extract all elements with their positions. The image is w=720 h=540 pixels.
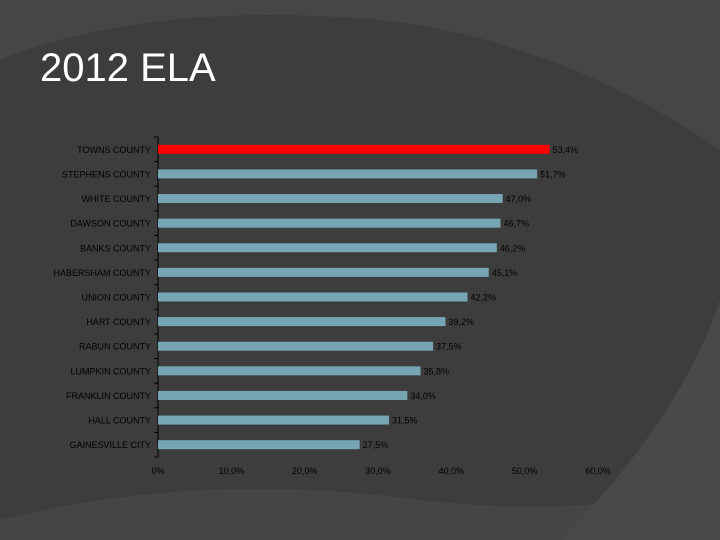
value-label: 35,8%	[424, 366, 450, 376]
x-tick-label: 30,0%	[365, 466, 391, 476]
bar	[158, 390, 408, 400]
value-label: 39,2%	[448, 317, 474, 327]
value-label: 45,1%	[492, 268, 518, 278]
x-tick-label: 60,0%	[585, 466, 611, 476]
value-label: 51,7%	[540, 169, 566, 179]
category-label: HART COUNTY	[86, 317, 151, 327]
slide-title: 2012 ELA	[40, 46, 216, 90]
chart-bars	[158, 144, 550, 450]
bar	[158, 317, 446, 327]
value-label: 34,0%	[410, 391, 436, 401]
value-label: 27,5%	[363, 440, 389, 450]
value-label: 46,2%	[500, 243, 526, 253]
bar	[158, 144, 550, 154]
x-tick-label: 50,0%	[512, 466, 538, 476]
bar	[158, 243, 497, 253]
value-label: 46,7%	[503, 219, 529, 229]
chart-axes	[154, 136, 159, 458]
x-tick-label: 40,0%	[439, 466, 465, 476]
bar	[158, 341, 433, 351]
value-label: 42,2%	[470, 293, 496, 303]
category-label: UNION COUNTY	[82, 293, 152, 303]
bar	[158, 440, 360, 450]
background-swirl-bottom	[0, 480, 720, 540]
category-label: STEPHENS COUNTY	[62, 169, 151, 179]
category-label: HALL COUNTY	[88, 416, 151, 426]
x-tick-label: 20,0%	[292, 466, 318, 476]
value-label: 31,5%	[392, 416, 418, 426]
bar	[158, 169, 538, 179]
value-label: 53,4%	[553, 145, 579, 155]
bar	[158, 194, 503, 204]
category-label: LUMPKIN COUNTY	[70, 366, 151, 376]
category-label: TOWNS COUNTY	[77, 145, 151, 155]
bar	[158, 292, 468, 302]
category-label: HABERSHAM COUNTY	[53, 268, 151, 278]
category-label: BANKS COUNTY	[80, 243, 151, 253]
bar	[158, 366, 421, 376]
value-label: 47,0%	[506, 194, 532, 204]
category-label: GAINESVILLE CITY	[69, 440, 151, 450]
x-tick-label: 0%	[151, 466, 164, 476]
value-label: 37,5%	[436, 342, 462, 352]
x-tick-label: 10,0%	[219, 466, 245, 476]
bar	[158, 218, 501, 228]
category-label: DAWSON COUNTY	[70, 219, 151, 229]
bar	[158, 267, 489, 277]
category-label: RABUN COUNTY	[79, 342, 151, 352]
background-swirl-corner	[560, 300, 720, 540]
bar	[158, 415, 389, 425]
chart-labels: 0% 10,0% 20,0% 30,0% 40,0% 50,0% 60,0% TOWNS CO…	[53, 145, 610, 476]
background-swirl-top	[0, 0, 720, 150]
category-label: FRANKLIN COUNTY	[66, 391, 151, 401]
category-label: WHITE COUNTY	[82, 194, 152, 204]
